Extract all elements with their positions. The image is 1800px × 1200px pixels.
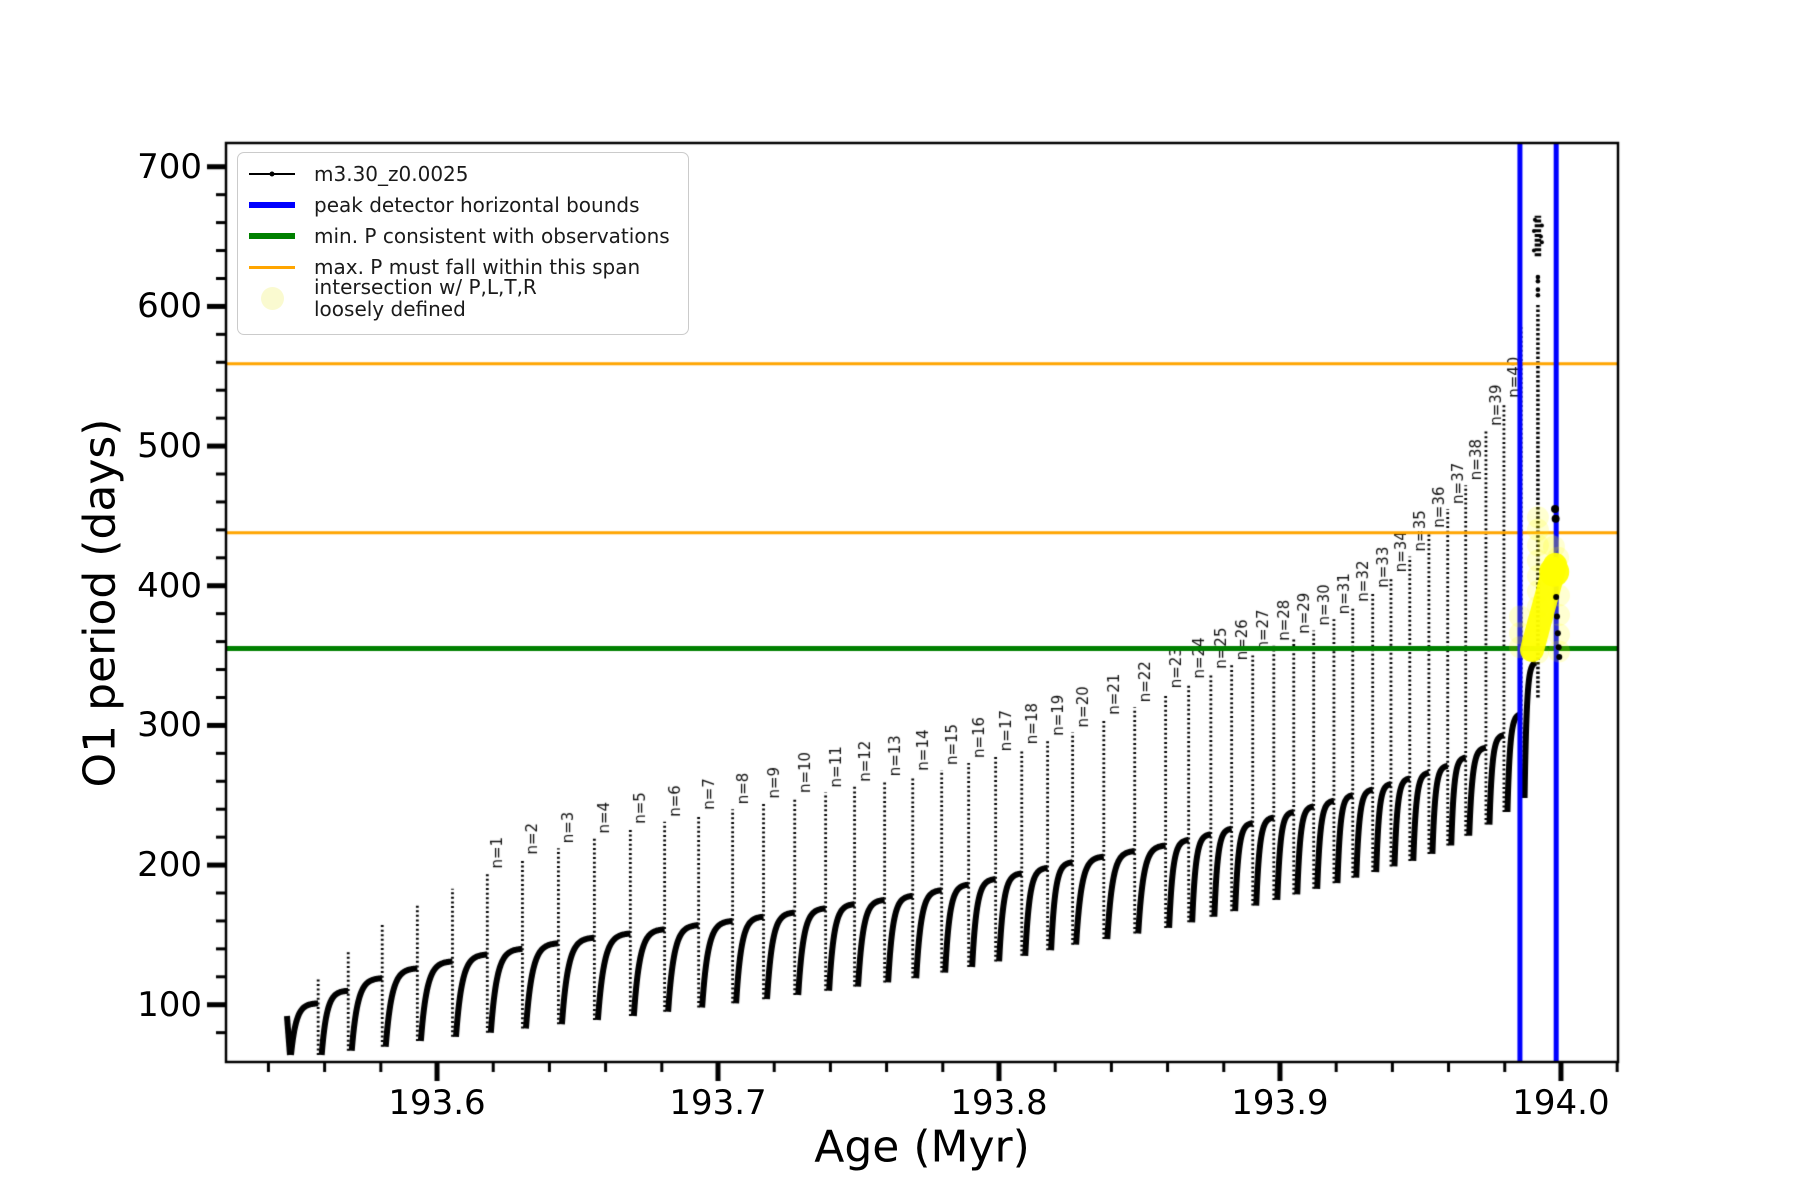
legend-box: m3.30_z0.0025 peak detector horizontal b… — [237, 152, 689, 335]
legend-item-series: m3.30_z0.0025 — [248, 159, 469, 189]
legend-label-series: m3.30_z0.0025 — [314, 162, 469, 186]
thick-line-swatch — [249, 233, 295, 239]
y-tick-label: 500 — [137, 426, 202, 467]
green-line-swatch — [248, 233, 296, 239]
y-axis-title: O1 period (days) — [74, 418, 126, 787]
line-marker-dot — [269, 171, 275, 177]
line-marker-swatch — [249, 171, 295, 177]
y-tick-label: 200 — [137, 845, 202, 886]
thick-line-swatch — [249, 202, 295, 208]
legend-item-min-p: min. P consistent with observations — [248, 221, 670, 251]
legend-label-intersection: intersection w/ P,L,T,R loosely defined — [314, 276, 537, 320]
y-tick-label: 600 — [137, 286, 202, 327]
blue-line-swatch — [248, 202, 296, 208]
legend-label-max-p: max. P must fall within this span — [314, 255, 641, 279]
thin-line-swatch — [249, 265, 295, 269]
x-tick-label: 193.8 — [950, 1083, 1048, 1123]
legend-label-peak-bounds: peak detector horizontal bounds — [314, 193, 640, 217]
legend-item-max-p: max. P must fall within this span — [248, 252, 640, 282]
legend-label-intersection-line1: intersection w/ P,L,T,R — [314, 275, 537, 299]
y-tick-label: 400 — [137, 565, 202, 606]
legend-item-intersection: intersection w/ P,L,T,R loosely defined — [248, 276, 537, 320]
series-line-swatch — [248, 171, 296, 177]
y-tick-label: 700 — [137, 146, 202, 187]
x-tick-label: 194.0 — [1512, 1083, 1610, 1123]
x-tick-label: 193.9 — [1231, 1083, 1329, 1123]
x-axis-title: Age (Myr) — [814, 1121, 1030, 1173]
legend-item-peak-bounds: peak detector horizontal bounds — [248, 190, 640, 220]
yellow-circle-swatch — [248, 286, 296, 310]
x-tick-label: 193.6 — [388, 1083, 486, 1123]
y-tick-label: 300 — [137, 705, 202, 746]
orange-line-swatch — [248, 265, 296, 269]
legend-label-intersection-line2: loosely defined — [314, 297, 466, 321]
legend-label-min-p: min. P consistent with observations — [314, 224, 670, 248]
x-tick-label: 193.7 — [669, 1083, 767, 1123]
y-tick-label: 100 — [137, 984, 202, 1025]
circle-marker-swatch — [260, 286, 284, 310]
